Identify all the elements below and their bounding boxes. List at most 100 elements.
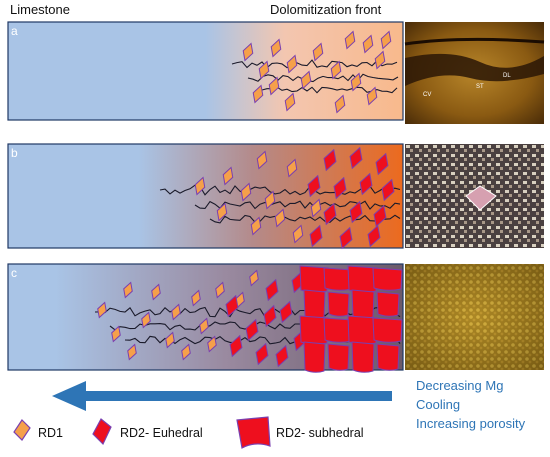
rd1-crystal bbox=[374, 50, 386, 70]
photomicrograph-a: CV ST DL bbox=[404, 22, 545, 124]
rd1-crystal bbox=[249, 269, 259, 287]
rd1-crystal bbox=[270, 38, 282, 58]
rd1-crystal bbox=[242, 42, 254, 62]
panel-b-letter: b bbox=[11, 146, 18, 160]
panel-c-features bbox=[94, 265, 403, 373]
stylolite-line bbox=[209, 214, 401, 224]
rd1-crystal bbox=[300, 70, 312, 90]
rd1-crystal bbox=[165, 331, 175, 349]
rd1-crystal bbox=[274, 208, 286, 228]
rd1-crystal bbox=[362, 34, 374, 54]
photomicrograph-c bbox=[405, 264, 544, 370]
arrow-text-cooling: Cooling bbox=[416, 397, 461, 412]
rd2-euhedral-crystal bbox=[225, 294, 239, 318]
rd1-crystal bbox=[111, 325, 121, 343]
photo-label-dl: DL bbox=[503, 73, 511, 79]
rd2-euhedral-crystal bbox=[349, 200, 363, 224]
rd2-subhedral-crystal bbox=[351, 289, 375, 319]
rd2-euhedral-crystal bbox=[265, 278, 279, 302]
photo-label-st: ST bbox=[476, 84, 484, 90]
rd2-euhedral-crystal bbox=[373, 204, 387, 228]
rd2-euhedral-crystal bbox=[381, 178, 395, 202]
rd2-subhedral-crystal bbox=[376, 343, 400, 371]
dolomitization-front-label: Dolomitization front bbox=[270, 2, 382, 17]
rd2-euhedral-crystal bbox=[367, 224, 381, 248]
panel-a-features bbox=[231, 30, 399, 114]
legend-rd2-subhedral-symbol bbox=[236, 416, 271, 449]
panel-b-background bbox=[7, 143, 404, 249]
rd2-euhedral-crystal bbox=[323, 148, 337, 172]
rd1-crystal bbox=[181, 343, 191, 361]
rd1-crystal bbox=[284, 92, 296, 112]
rd1-crystal bbox=[171, 303, 181, 321]
rd1-crystal bbox=[252, 84, 264, 104]
rd2-euhedral-crystal bbox=[375, 152, 389, 176]
legend-rd1-symbol bbox=[13, 419, 31, 441]
rd2-euhedral-crystal bbox=[255, 342, 269, 366]
rd1-crystal bbox=[286, 158, 298, 178]
limestone-label: Limestone bbox=[10, 2, 70, 17]
rd1-crystal bbox=[334, 94, 346, 114]
rd2-subhedral-crystal bbox=[303, 341, 326, 373]
rd1-crystal bbox=[199, 317, 209, 335]
rd2-euhedral-crystal bbox=[339, 226, 353, 250]
rd1-crystal bbox=[256, 150, 268, 170]
legend-rd2-euhedral-symbol bbox=[92, 418, 112, 446]
rd2-euhedral-crystal bbox=[359, 172, 373, 196]
rd1-crystal bbox=[366, 86, 378, 106]
rd1-crystal bbox=[330, 60, 342, 80]
stylolite-line bbox=[247, 73, 399, 83]
rd1-crystal bbox=[215, 281, 225, 299]
rd2-euhedral-crystal bbox=[309, 224, 323, 248]
rd2-subhedral-crystal bbox=[303, 289, 326, 319]
panel-b-features bbox=[159, 146, 401, 250]
panel-a-letter: a bbox=[11, 24, 18, 38]
photo-label-cv: CV bbox=[423, 92, 431, 98]
photomicrograph-b bbox=[405, 144, 544, 248]
rd1-crystal bbox=[141, 311, 151, 329]
rd2-subhedral-crystal bbox=[372, 317, 403, 343]
rd1-crystal bbox=[123, 281, 133, 299]
rd2-subhedral-crystal bbox=[327, 343, 350, 371]
rd1-crystal bbox=[207, 335, 217, 353]
rd2-subhedral-crystal bbox=[372, 267, 403, 291]
rd2-subhedral-crystal bbox=[351, 341, 375, 373]
rd2-euhedral-crystal bbox=[279, 300, 293, 324]
rd2-euhedral-crystal bbox=[333, 176, 347, 200]
rd1-crystal bbox=[292, 224, 304, 244]
arrow-text-decreasing-mg: Decreasing Mg bbox=[416, 378, 504, 393]
rd2-euhedral-crystal bbox=[323, 202, 337, 226]
stylolite-line bbox=[94, 306, 401, 318]
rd1-crystal bbox=[250, 216, 262, 236]
direction-arrow bbox=[52, 381, 392, 411]
rd2-euhedral-crystal bbox=[245, 318, 259, 342]
rd1-crystal bbox=[216, 202, 228, 222]
legend-rd2-subhedral-label: RD2- subhedral bbox=[276, 426, 364, 440]
rd1-crystal bbox=[258, 60, 270, 80]
rd1-crystal bbox=[151, 283, 161, 301]
rd2-euhedral-crystal bbox=[229, 334, 243, 358]
arrow-text-increasing-porosity: Increasing porosity bbox=[416, 416, 526, 431]
rd1-crystal bbox=[191, 289, 201, 307]
rd2-euhedral-crystal bbox=[275, 344, 289, 368]
rd1-crystal bbox=[222, 166, 234, 186]
rd1-crystal bbox=[268, 76, 280, 96]
rd1-crystal bbox=[310, 198, 322, 218]
rd2-subhedral-crystal bbox=[327, 291, 350, 317]
rd2-euhedral-crystal bbox=[263, 304, 277, 328]
legend-rd2-euhedral-label: RD2- Euhedral bbox=[120, 426, 203, 440]
rd1-crystal bbox=[286, 54, 298, 74]
rd1-crystal bbox=[344, 30, 356, 50]
stylolite-line bbox=[194, 200, 401, 210]
rd1-crystal bbox=[194, 176, 206, 196]
rd1-crystal bbox=[312, 42, 324, 62]
rd1-crystal bbox=[350, 72, 362, 92]
legend-rd1-label: RD1 bbox=[38, 426, 64, 440]
rd1-crystal bbox=[240, 182, 252, 202]
rd2-subhedral-crystal bbox=[376, 291, 400, 317]
rd1-crystal bbox=[97, 301, 107, 319]
stylolite-line bbox=[231, 59, 398, 69]
panel-c-letter: c bbox=[11, 266, 17, 280]
